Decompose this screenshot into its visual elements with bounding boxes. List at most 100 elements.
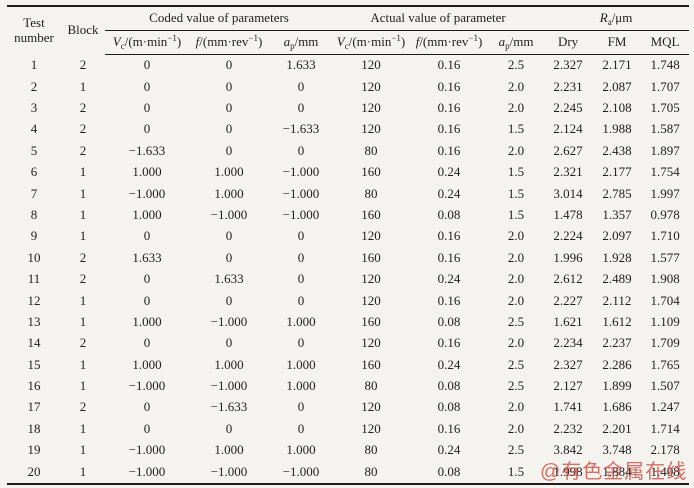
vc-subscript: c bbox=[120, 41, 125, 52]
col-header-coded-f: f/(mm·rev−1) bbox=[189, 30, 269, 55]
cell-block: 2 bbox=[79, 271, 87, 287]
cell-actual-ap: 1.5 bbox=[507, 164, 525, 180]
test-number-line2: number bbox=[14, 29, 54, 45]
cell-actual-vc: 160 bbox=[361, 206, 381, 222]
cell-actual-ap: 2.0 bbox=[507, 271, 525, 287]
cell-actual-vc: 160 bbox=[361, 313, 381, 329]
table-row: 1 2 0 0 1.633 120 0.16 2.5 2.327 2.171 1.748 bbox=[7, 55, 689, 77]
col-header-actual-f: f/(mm·rev−1) bbox=[409, 30, 490, 55]
f-symbol: f bbox=[415, 34, 420, 50]
cell-actual-f: 0.16 bbox=[437, 121, 461, 137]
table-header: Test number Block Coded value of paramet… bbox=[7, 6, 690, 55]
cell-test-number: 17 bbox=[27, 399, 41, 415]
cell-block: 2 bbox=[79, 121, 87, 137]
cell-ra-fm: 2.112 bbox=[602, 292, 632, 308]
cell-ra-fm: 1.612 bbox=[602, 313, 632, 329]
cell-coded-vc: 0 bbox=[143, 121, 151, 137]
vc-unit: /(m·min bbox=[124, 34, 168, 50]
cell-test-number: 19 bbox=[27, 442, 41, 458]
cell-actual-vc: 80 bbox=[364, 463, 378, 479]
cell-coded-ap: 0 bbox=[297, 399, 305, 415]
cell-coded-vc: −1.633 bbox=[128, 142, 166, 158]
vc-exponent: −1 bbox=[167, 33, 177, 44]
cell-ra-fm: 2.097 bbox=[602, 228, 632, 244]
cell-actual-vc: 80 bbox=[364, 378, 378, 394]
cell-coded-ap: 0 bbox=[297, 228, 305, 244]
table-row: 14 2 0 0 0 120 0.16 2.0 2.234 2.237 1.709 bbox=[7, 333, 689, 354]
cell-actual-ap: 1.5 bbox=[507, 185, 525, 201]
cell-coded-f: 1.000 bbox=[214, 164, 244, 180]
ap-symbol: a bbox=[498, 34, 506, 50]
cell-block: 1 bbox=[79, 463, 87, 479]
col-header-actual-vc: Vc/(m·min−1) bbox=[333, 30, 410, 55]
cell-actual-ap: 2.5 bbox=[507, 356, 525, 372]
table-row: 3 2 0 0 0 120 0.16 2.0 2.245 2.108 1.705 bbox=[7, 98, 689, 119]
col-header-test-number: Test number bbox=[7, 6, 61, 55]
ra-symbol: R bbox=[599, 10, 608, 26]
table-row: 12 1 0 0 0 120 0.16 2.0 2.227 2.112 1.704 bbox=[7, 290, 689, 311]
cell-ra-mql: 1.705 bbox=[650, 100, 680, 115]
cell-ra-mql: 1.908 bbox=[650, 271, 680, 287]
col-header-block: Block bbox=[67, 22, 99, 38]
cell-actual-f: 0.16 bbox=[437, 335, 461, 351]
cell-actual-ap: 2.5 bbox=[507, 442, 525, 458]
cell-coded-f: 1.633 bbox=[214, 271, 244, 287]
col-header-actual-ap: ap/mm bbox=[489, 30, 544, 55]
cell-actual-f: 0.24 bbox=[437, 442, 461, 458]
cell-block: 2 bbox=[79, 142, 87, 158]
cell-test-number: 1 bbox=[30, 56, 38, 72]
col-header-fm: FM bbox=[593, 30, 642, 55]
vc-close: ) bbox=[176, 34, 182, 50]
cell-actual-ap: 2.0 bbox=[507, 78, 525, 94]
cell-ra-dry: 2.227 bbox=[553, 292, 583, 308]
cell-ra-dry: 1.998 bbox=[553, 463, 583, 479]
cell-coded-ap: 0 bbox=[297, 100, 305, 115]
cell-coded-vc: −1.000 bbox=[128, 378, 166, 394]
cell-coded-f: 0 bbox=[225, 121, 233, 137]
cell-block: 1 bbox=[79, 206, 87, 222]
cell-actual-f: 0.24 bbox=[437, 271, 461, 287]
cell-test-number: 3 bbox=[30, 100, 38, 115]
cell-actual-ap: 2.0 bbox=[507, 420, 525, 436]
cell-ra-mql: 1.897 bbox=[650, 142, 680, 158]
cell-actual-vc: 120 bbox=[361, 228, 381, 244]
cell-actual-vc: 120 bbox=[361, 399, 381, 415]
cell-block: 1 bbox=[79, 356, 87, 372]
cell-actual-vc: 80 bbox=[364, 442, 378, 458]
cell-block: 1 bbox=[79, 164, 87, 180]
cell-actual-f: 0.24 bbox=[437, 164, 461, 180]
cell-coded-ap: 1.000 bbox=[286, 442, 316, 458]
table-row: 7 1 −1.000 1.000 −1.000 80 0.24 1.5 3.014 2.785 1.… bbox=[7, 183, 689, 204]
cell-actual-f: 0.16 bbox=[437, 142, 461, 158]
cell-actual-ap: 2.5 bbox=[507, 378, 525, 394]
cell-coded-vc: 0 bbox=[143, 228, 151, 244]
cell-block: 1 bbox=[79, 185, 87, 201]
cell-test-number: 9 bbox=[30, 228, 38, 244]
table-row: 5 2 −1.633 0 0 80 0.16 2.0 2.627 2.438 1.897 bbox=[7, 141, 689, 162]
table-row: 18 1 0 0 0 120 0.16 2.0 2.232 2.201 1.714 bbox=[7, 419, 689, 440]
cell-actual-vc: 80 bbox=[364, 142, 378, 158]
cell-test-number: 18 bbox=[27, 420, 41, 436]
cell-coded-vc: 0 bbox=[143, 78, 151, 94]
cell-coded-f: −1.000 bbox=[210, 463, 248, 479]
f-exponent: −1 bbox=[248, 33, 258, 44]
cell-block: 1 bbox=[79, 292, 87, 308]
cell-ra-dry: 2.224 bbox=[553, 228, 583, 244]
cell-coded-f: −1.000 bbox=[210, 313, 248, 329]
ra-unit: /μm bbox=[611, 10, 633, 26]
cell-ra-fm: 1.686 bbox=[602, 399, 632, 415]
cell-coded-ap: −1.633 bbox=[282, 121, 320, 137]
table-row: 17 2 0 −1.633 0 120 0.08 2.0 1.741 1.686 1.247 bbox=[7, 397, 689, 418]
cell-test-number: 16 bbox=[27, 378, 41, 394]
cell-actual-f: 0.16 bbox=[437, 57, 461, 73]
cell-ra-fm: 2.237 bbox=[602, 335, 632, 351]
cell-actual-ap: 2.0 bbox=[507, 399, 525, 415]
cell-coded-vc: 1.000 bbox=[132, 313, 162, 329]
cell-ra-mql: 1.507 bbox=[650, 378, 680, 394]
cell-ra-dry: 2.321 bbox=[553, 164, 583, 180]
f-close: ) bbox=[477, 34, 483, 50]
cell-actual-f: 0.24 bbox=[437, 356, 461, 372]
cell-actual-vc: 120 bbox=[361, 271, 381, 287]
cell-ra-fm: 2.201 bbox=[602, 420, 632, 436]
